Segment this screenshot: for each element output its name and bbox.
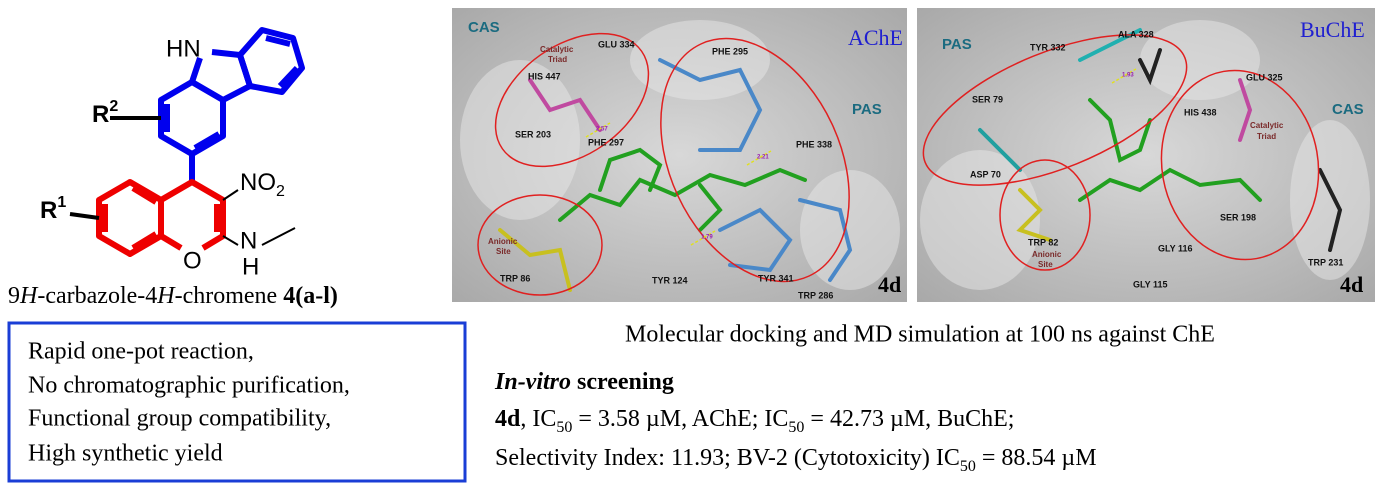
chromene bbox=[69, 179, 226, 257]
residue-label: TYR 332 bbox=[1030, 42, 1066, 52]
screening-line: 4d, IC50 = 3.58 µM, AChE; IC50 = 42.73 µ… bbox=[495, 406, 1014, 436]
chemical-structure bbox=[69, 27, 305, 257]
residue-label: Catalytic bbox=[540, 45, 574, 54]
residue-label: Site bbox=[1038, 260, 1053, 269]
distance-label: 2.21 bbox=[757, 155, 769, 161]
h-label: H bbox=[242, 253, 259, 280]
t: H bbox=[156, 283, 176, 309]
t: -carbazole-4 bbox=[37, 283, 157, 309]
panel-title: AChE bbox=[848, 25, 903, 50]
residue-label: Triad bbox=[1257, 132, 1276, 141]
screening-title: In-vitro screening bbox=[494, 369, 674, 395]
residue-label: TYR 341 bbox=[758, 273, 794, 283]
residue-label: Site bbox=[496, 247, 511, 256]
t: a-l bbox=[303, 283, 330, 309]
sup: 1 bbox=[57, 194, 66, 211]
residue-label: SER 198 bbox=[1220, 212, 1256, 222]
distance-label: 1.79 bbox=[701, 235, 713, 241]
r: R bbox=[92, 101, 109, 128]
residue-label: PAS bbox=[942, 36, 972, 53]
screening-line: Selectivity Index: 11.93; BV-2 (Cytotoxi… bbox=[495, 445, 1097, 475]
residue-label: PAS bbox=[852, 101, 882, 118]
t: , IC bbox=[520, 406, 556, 432]
compound-label: 4d bbox=[1340, 272, 1363, 297]
t: 4d bbox=[495, 406, 521, 432]
structure-caption: 9H-carbazole-4H-chromene 4(a-l) bbox=[8, 283, 338, 309]
distance-label: 2.57 bbox=[596, 127, 608, 133]
sub: 2 bbox=[276, 183, 285, 200]
residue-label: HIS 438 bbox=[1184, 107, 1217, 117]
no2-label: NO2 bbox=[240, 169, 285, 200]
residue-label: Triad bbox=[548, 55, 567, 64]
residue-label: PHE 338 bbox=[796, 139, 832, 149]
t: = 3.58 µM, AChE; IC bbox=[572, 406, 788, 432]
residue-label: TYR 124 bbox=[652, 275, 688, 285]
buche-panel: BuChE 4d PAS TYR 332 ALA 328 SER 79 ASP 70 TR… bbox=[917, 8, 1375, 302]
residue-label: SER 79 bbox=[972, 94, 1003, 104]
carbazole bbox=[110, 27, 305, 182]
sub: 50 bbox=[960, 458, 976, 475]
panel-title: BuChE bbox=[1300, 17, 1365, 42]
structure-labels: HN R2 R1 NO2 O N H bbox=[40, 35, 285, 280]
sub: 50 bbox=[556, 419, 572, 436]
n-label: N bbox=[240, 227, 257, 254]
r: R bbox=[40, 197, 57, 224]
o-label: O bbox=[183, 247, 202, 274]
residue-label: Catalytic bbox=[1250, 121, 1284, 130]
residue-label: CAS bbox=[1332, 101, 1364, 118]
r1-label: R1 bbox=[40, 194, 66, 224]
nh-label: HN bbox=[166, 35, 201, 62]
t: 9 bbox=[8, 283, 20, 309]
residue-label: TRP 231 bbox=[1308, 257, 1343, 267]
residue-label: Anionic bbox=[1032, 250, 1062, 259]
residue-label: HIS 447 bbox=[528, 71, 561, 81]
t: screening bbox=[571, 369, 674, 395]
t: In-vitro bbox=[494, 369, 571, 395]
t: = 88.54 µM bbox=[976, 445, 1097, 471]
residue-label: ALA 328 bbox=[1118, 29, 1154, 39]
t: = 42.73 µM, BuChE; bbox=[804, 406, 1014, 432]
r2-label: R2 bbox=[92, 98, 118, 128]
residue-label: TRP 82 bbox=[1028, 237, 1058, 247]
compound-label: 4d bbox=[878, 272, 901, 297]
t: ) bbox=[330, 283, 338, 309]
residue-label: CAS bbox=[468, 19, 500, 36]
residue-label: TRP 286 bbox=[798, 290, 833, 300]
t: 4( bbox=[283, 283, 303, 309]
features: Rapid one-pot reaction, No chromatograph… bbox=[28, 339, 350, 467]
features-box bbox=[7, 321, 467, 483]
residue-label: ASP 70 bbox=[970, 169, 1001, 179]
t: H bbox=[19, 283, 39, 309]
feature: Rapid one-pot reaction, bbox=[28, 339, 254, 365]
residue-label: GLY 115 bbox=[1133, 279, 1168, 289]
residue-label: SER 203 bbox=[515, 129, 551, 139]
residue-label: PHE 297 bbox=[588, 137, 624, 147]
residue-label: Anionic bbox=[488, 237, 518, 246]
t: -chromene bbox=[175, 283, 284, 309]
residue-label: GLU 334 bbox=[598, 39, 635, 49]
residue-label: GLU 325 bbox=[1246, 72, 1283, 82]
feature: High synthetic yield bbox=[28, 441, 223, 467]
t: Selectivity Index: 11.93; BV-2 (Cytotoxi… bbox=[495, 445, 960, 471]
residue-label: TRP 86 bbox=[500, 273, 530, 283]
feature: Functional group compatibility, bbox=[28, 406, 331, 432]
residue-label: PHE 295 bbox=[712, 46, 748, 56]
feature: No chromatographic purification, bbox=[28, 373, 350, 399]
distance-label: 1.93 bbox=[1122, 73, 1134, 79]
no: NO bbox=[240, 169, 276, 196]
sub: 50 bbox=[788, 419, 804, 436]
docking-caption: Molecular docking and MD simulation at 1… bbox=[625, 322, 1215, 348]
sup: 2 bbox=[109, 98, 118, 115]
residue-label: GLY 116 bbox=[1158, 243, 1193, 253]
